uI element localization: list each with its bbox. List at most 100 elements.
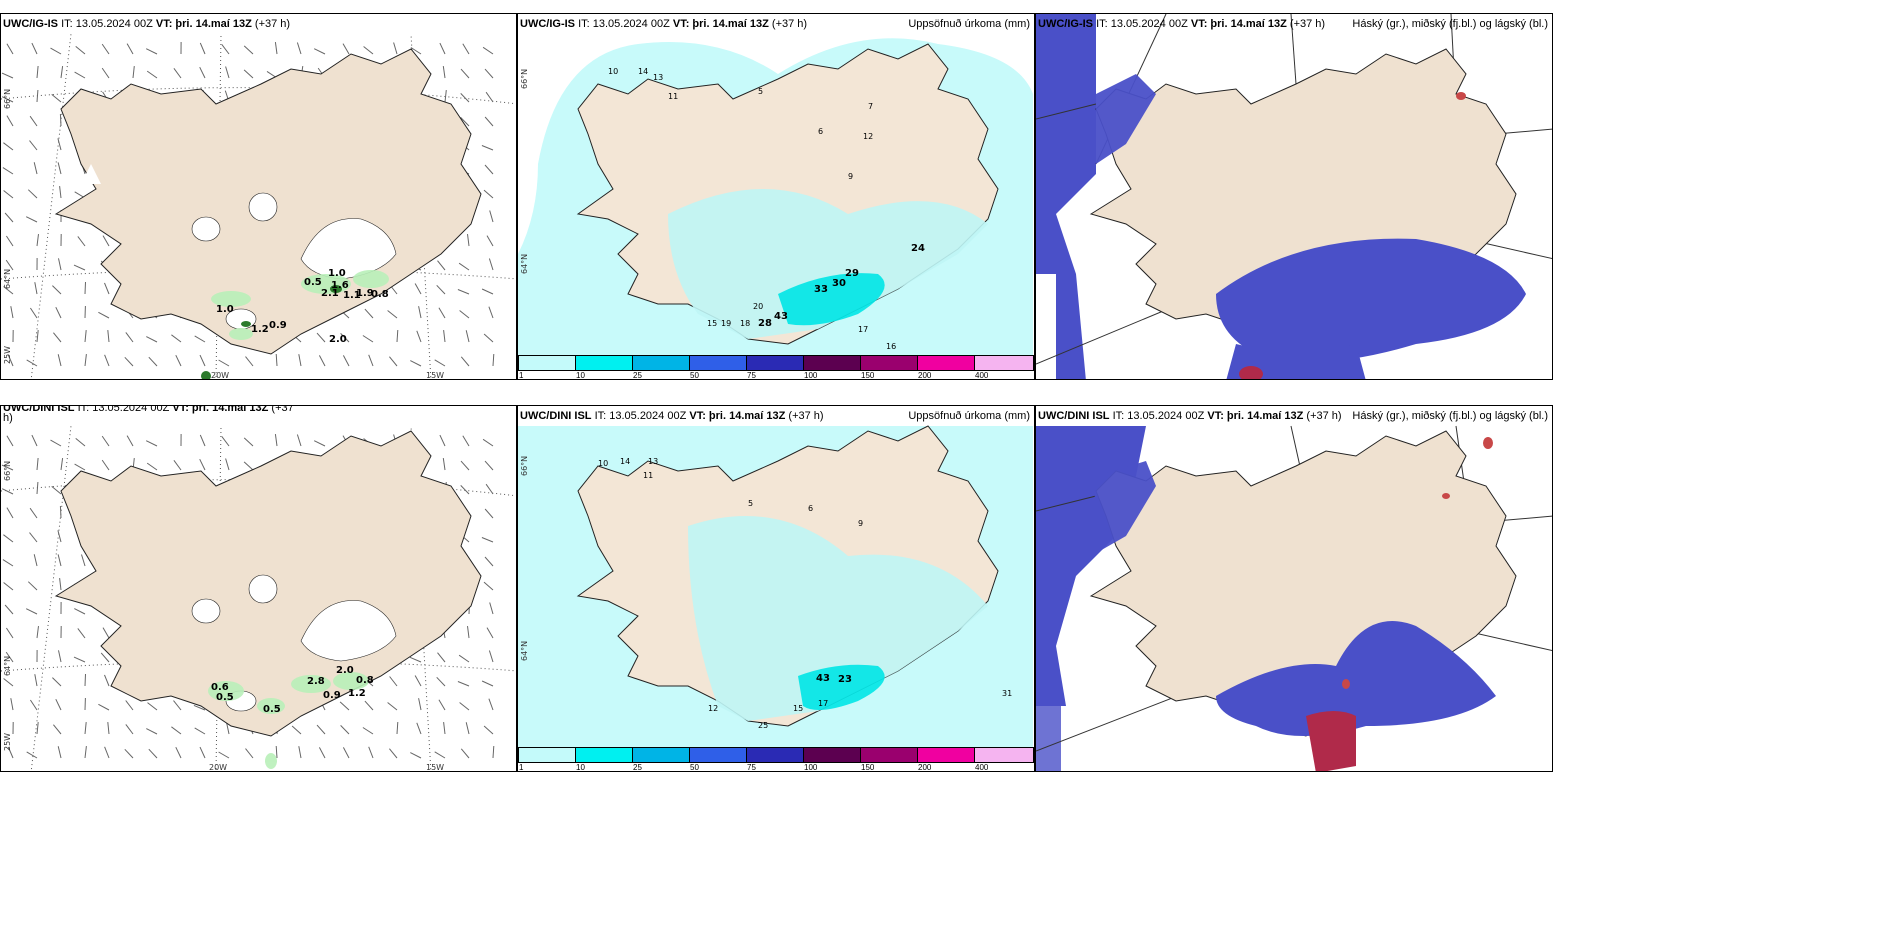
wind-barb [36, 481, 39, 495]
wind-barb [34, 282, 38, 295]
precip-value: 13 [653, 73, 663, 82]
wind-barb [457, 681, 470, 687]
precip-value: 11 [668, 92, 678, 101]
wind-barb [102, 627, 110, 639]
wind-barb [438, 307, 446, 319]
colorbar-seg [632, 355, 690, 371]
colorbar-seg [518, 747, 576, 763]
wind-barb [126, 43, 134, 55]
colorbar-seg [860, 355, 918, 371]
wind-barb [57, 138, 62, 151]
wind-barb [221, 44, 230, 55]
wind-barb [296, 434, 302, 447]
wind-barb [439, 42, 446, 55]
wind-barb [339, 701, 350, 711]
wind-barb [57, 530, 62, 543]
wind-barb [5, 651, 14, 663]
lon-label: 15W [426, 371, 445, 380]
wind-barb [484, 164, 494, 175]
wind-barb [486, 627, 494, 639]
wind-barb [7, 354, 14, 367]
precip-value: 6 [808, 504, 813, 513]
wind-barb [84, 281, 86, 295]
wind-barb [145, 48, 158, 55]
wind-barb [439, 434, 446, 447]
wind-barb [460, 117, 470, 127]
wind-barb [481, 537, 494, 543]
wind-barb [416, 722, 422, 735]
panel-subtitle: Uppsöfnuð úrkoma (mm) [908, 18, 1030, 30]
wind-barb [368, 354, 374, 367]
wind-barb [1, 96, 14, 103]
wind-barb [55, 698, 62, 711]
wind-barb [488, 258, 494, 271]
wind-barb [434, 751, 446, 759]
wind-panel-top: UWC/IG-IS IT: 13.05.2024 00Z VT: þri. 14… [0, 13, 517, 380]
wind-barb [2, 167, 14, 175]
wind-map: 2.0 0.6 0.5 2.8 0.9 1.2 0.5 0.8 [1, 425, 516, 771]
wind-barb [492, 353, 495, 367]
colorbar-tick: 75 [747, 371, 756, 380]
precip-value: 18 [740, 319, 750, 328]
wind-barb [104, 354, 110, 367]
wind-barb [199, 66, 206, 79]
wind-barb [416, 330, 422, 343]
wind-barb [484, 508, 494, 519]
precip-value: 11 [643, 471, 653, 480]
wind-barb [125, 724, 134, 735]
wind-value: 0.8 [356, 675, 374, 686]
wind-barb [6, 43, 14, 55]
wind-barb [173, 68, 182, 79]
wind-value: 1.1 [343, 290, 361, 301]
lat-label: 66°N [3, 460, 12, 481]
wind-barb [243, 437, 254, 447]
precip-value: 25 [758, 721, 768, 730]
wind-barb [313, 48, 326, 55]
wind-barb [6, 507, 14, 519]
wind-barb [363, 46, 374, 55]
precip-value: 23 [838, 674, 852, 685]
wind-value: 2.0 [336, 665, 354, 676]
wind-barb [438, 699, 446, 711]
wind-barb [483, 333, 494, 343]
wind-barb [34, 674, 38, 687]
cloud-panel-bottom: UWC/DINI ISL IT: 13.05.2024 00Z VT: þri.… [1035, 405, 1553, 772]
wind-barb [484, 116, 494, 127]
lat-label: 64°N [3, 655, 12, 676]
colorbar-seg [803, 355, 861, 371]
wind-barb [443, 722, 446, 735]
precip-value: 6 [818, 127, 823, 136]
wind-barb [3, 190, 14, 199]
wind-barb [60, 66, 64, 79]
wind-barb [275, 353, 278, 367]
wind-barb [460, 93, 470, 103]
wind-barb [458, 654, 470, 663]
panel-subtitle: Háský (gr.), miðský (fj.bl.) og lágský (… [1352, 410, 1548, 422]
wind-barb [59, 505, 62, 519]
wind-barb [3, 286, 14, 295]
colorbar-tick: 50 [690, 763, 699, 772]
lon-label: 20W [209, 763, 228, 772]
wind-barb [465, 330, 470, 343]
wind-barb [488, 650, 494, 663]
wind-barb [488, 306, 494, 319]
wind-barb [225, 458, 230, 471]
wind-barb [362, 727, 374, 735]
wind-barb [50, 47, 62, 55]
wind-barb [4, 212, 14, 223]
wind-barb [1, 464, 14, 471]
wind-barb [485, 91, 494, 103]
wind-value: 1.2 [348, 688, 366, 699]
colorbar-tick: 150 [861, 371, 875, 380]
lon-label: 25W [3, 732, 12, 751]
wind-value: 0.5 [304, 277, 322, 288]
wind-barb [27, 581, 38, 591]
wind-barb [199, 42, 206, 55]
wind-barb [414, 675, 422, 687]
wind-barb [101, 459, 110, 471]
precip-value: 12 [863, 132, 873, 141]
wind-barb [7, 746, 14, 759]
wind-barb [459, 310, 470, 319]
wind-barb [459, 702, 470, 711]
colorbar-seg [632, 747, 690, 763]
